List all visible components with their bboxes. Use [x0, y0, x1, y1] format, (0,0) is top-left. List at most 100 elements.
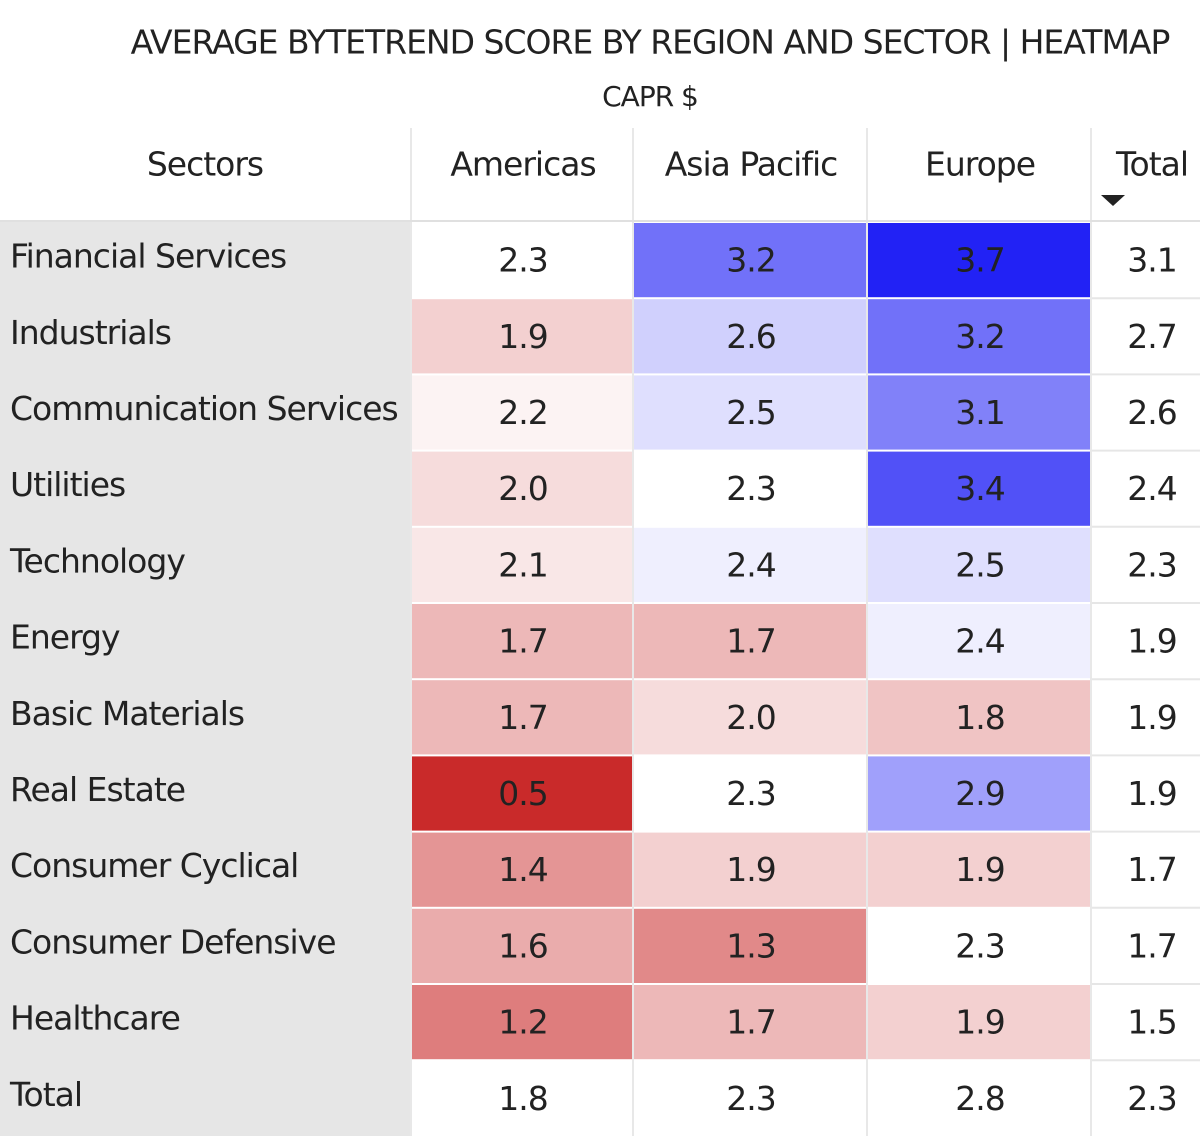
cell-value: 3.1	[955, 393, 1004, 432]
heat-cell	[868, 223, 1090, 298]
column-total: 2.8	[955, 1079, 1004, 1118]
cell-value: 2.3	[726, 774, 775, 813]
cell-value: 1.8	[955, 698, 1004, 737]
row-total: 1.7	[1127, 850, 1176, 889]
heat-cell	[412, 451, 632, 526]
heat-cell	[868, 375, 1090, 450]
cell-value: 1.7	[726, 622, 775, 661]
row-label: Technology	[9, 541, 185, 580]
heat-cell	[634, 223, 866, 298]
heat-cell	[412, 604, 632, 679]
heat-cell	[412, 832, 632, 907]
row-label: Utilities	[10, 465, 125, 504]
cell-value: 1.6	[498, 926, 547, 965]
heat-cell	[634, 985, 866, 1060]
heat-cell	[412, 680, 632, 755]
title: AVERAGE BYTETREND SCORE BY REGION AND SE…	[131, 23, 1170, 62]
row-total: 2.3	[1127, 545, 1176, 584]
column-header: Europe	[925, 145, 1035, 184]
grand-total: 2.3	[1127, 1079, 1176, 1118]
column-header: Asia Pacific	[665, 145, 838, 184]
heat-cell	[868, 908, 1090, 983]
cell-value: 3.2	[726, 241, 775, 280]
cell-value: 2.3	[726, 469, 775, 508]
subtitle: CAPR $	[602, 80, 698, 113]
heat-cell	[868, 451, 1090, 526]
cell-value: 1.9	[955, 850, 1004, 889]
row-label: Energy	[10, 618, 120, 657]
heat-cell	[868, 299, 1090, 374]
row-label: Industrials	[10, 313, 171, 352]
row-header: Sectors	[147, 145, 263, 184]
cell-value: 1.7	[498, 698, 547, 737]
heat-cell	[634, 832, 866, 907]
column-header: Americas	[450, 145, 595, 184]
cell-value: 1.9	[955, 1003, 1004, 1042]
heat-cell	[868, 680, 1090, 755]
heat-cell	[868, 832, 1090, 907]
heat-cell	[868, 756, 1090, 831]
cell-value: 1.7	[726, 1003, 775, 1042]
cell-value: 1.3	[726, 926, 775, 965]
heat-cell	[634, 451, 866, 526]
cell-value: 1.7	[498, 622, 547, 661]
heat-cell	[412, 985, 632, 1060]
row-header-band	[0, 222, 410, 1136]
cell-value: 0.5	[498, 774, 547, 813]
total-label: Total	[9, 1075, 82, 1114]
row-label: Consumer Defensive	[10, 922, 336, 961]
heat-cell	[412, 223, 632, 298]
column-total: 1.8	[498, 1079, 547, 1118]
cell-value: 1.2	[498, 1003, 547, 1042]
cell-value: 3.2	[955, 317, 1004, 356]
cell-value: 2.1	[498, 545, 547, 584]
column-header: Total	[1115, 145, 1188, 184]
cell-value: 2.6	[726, 317, 775, 356]
heat-cell	[412, 908, 632, 983]
row-total: 1.9	[1127, 698, 1176, 737]
cell-value: 1.9	[498, 317, 547, 356]
heat-cell	[634, 375, 866, 450]
row-label: Healthcare	[10, 999, 180, 1038]
cell-value: 1.4	[498, 850, 547, 889]
row-total: 2.4	[1127, 469, 1176, 508]
cell-value: 2.0	[726, 698, 775, 737]
heat-cell	[634, 604, 866, 679]
row-total: 2.6	[1127, 393, 1176, 432]
row-total: 1.9	[1127, 622, 1176, 661]
cell-value: 2.5	[955, 545, 1004, 584]
heat-cell	[868, 527, 1090, 602]
cell-value: 3.7	[955, 241, 1004, 280]
cell-value: 2.3	[498, 241, 547, 280]
heat-cell	[868, 985, 1090, 1060]
row-label: Basic Materials	[10, 694, 244, 733]
cell-value: 1.9	[726, 850, 775, 889]
cell-value: 2.9	[955, 774, 1004, 813]
cell-value: 3.4	[955, 469, 1004, 508]
heat-cell	[634, 908, 866, 983]
row-total: 3.1	[1127, 241, 1176, 280]
heat-cell	[634, 680, 866, 755]
cell-value: 2.2	[498, 393, 547, 432]
heat-cell	[412, 527, 632, 602]
cell-value: 2.0	[498, 469, 547, 508]
heat-cell	[634, 299, 866, 374]
row-total: 1.9	[1127, 774, 1176, 813]
heat-cell	[412, 756, 632, 831]
row-total: 2.7	[1127, 317, 1176, 356]
heat-cell	[412, 299, 632, 374]
row-label: Financial Services	[10, 237, 286, 276]
heat-cell	[412, 375, 632, 450]
heat-cell	[634, 756, 866, 831]
heat-cell	[868, 604, 1090, 679]
row-label: Consumer Cyclical	[10, 846, 298, 885]
cell-value: 2.5	[726, 393, 775, 432]
cell-value: 2.4	[955, 622, 1004, 661]
heat-cell	[634, 527, 866, 602]
sort-icon[interactable]	[1101, 195, 1125, 206]
column-total: 2.3	[726, 1079, 775, 1118]
row-label: Real Estate	[10, 770, 185, 809]
row-total: 1.5	[1127, 1003, 1176, 1042]
cell-value: 2.3	[955, 926, 1004, 965]
